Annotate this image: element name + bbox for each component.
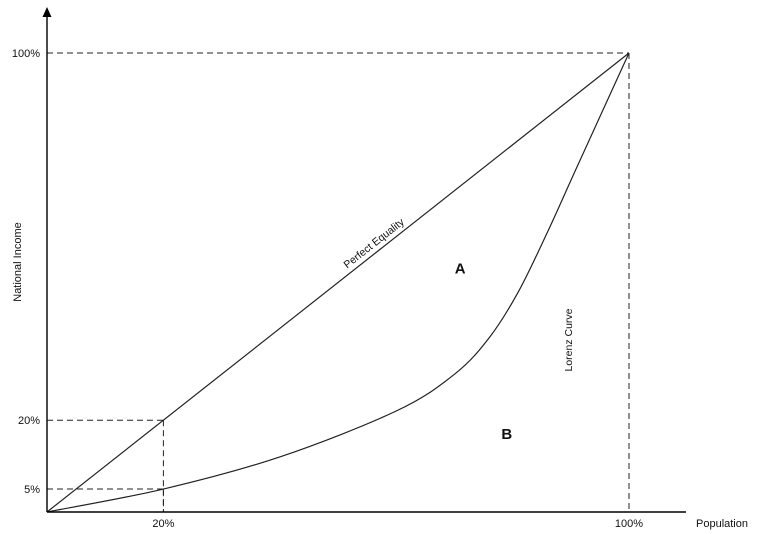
region-a-label: A <box>455 261 466 278</box>
series-group <box>46 52 630 513</box>
y-axis-title: National Income <box>12 222 24 302</box>
y-tick-label: 20% <box>18 415 40 427</box>
series-line-0 <box>46 52 630 513</box>
series-line-1 <box>46 52 630 513</box>
x-axis-title: Population <box>696 518 748 530</box>
y-tick-label: 5% <box>24 484 40 496</box>
y-tick-label: 100% <box>12 48 40 60</box>
tick-labels: 20% 100% 5% 20% 100% <box>12 48 643 530</box>
x-tick-label: 100% <box>615 518 643 530</box>
y-axis-arrow-icon <box>42 7 52 17</box>
reference-guides <box>47 52 630 512</box>
perfect-equality-label: Perfect Equality <box>342 216 408 271</box>
lorenz-curve-label: Lorenz Curve <box>563 308 575 371</box>
x-tick-label: 20% <box>152 518 174 530</box>
region-b-label: B <box>501 426 512 443</box>
axes-group <box>42 7 686 513</box>
